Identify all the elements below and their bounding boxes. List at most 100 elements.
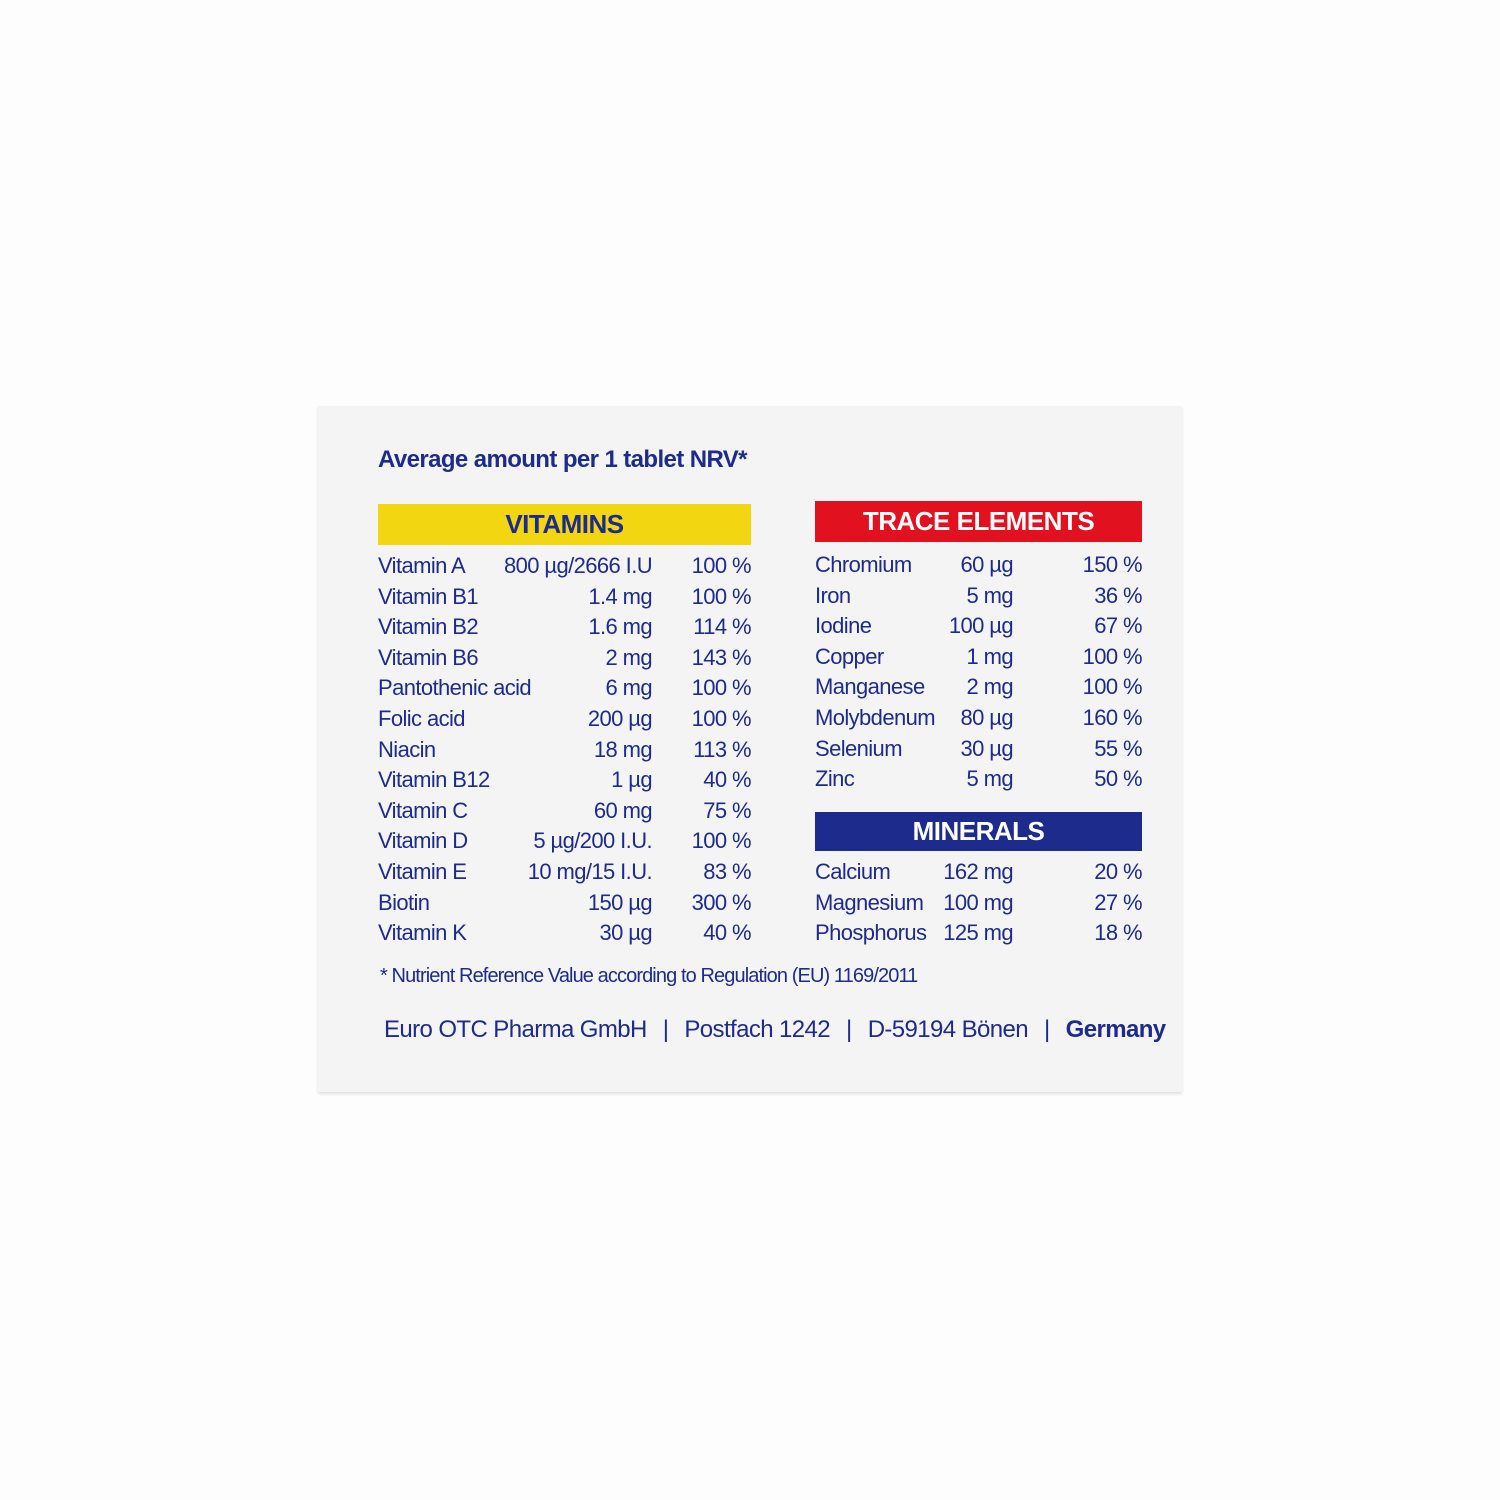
nutrient-nrv: 150 %	[1082, 552, 1143, 577]
nutrient-amount: 5 mg	[966, 582, 1013, 608]
nutrient-amount: 1 µg	[611, 767, 652, 793]
nutrient-nrv: 300 %	[691, 889, 752, 915]
nutrient-nrv: 36 %	[1094, 582, 1142, 608]
nutrient-name: Calcium	[815, 859, 891, 884]
nutrient-amount: 150 µg	[587, 889, 653, 915]
vitamins-heading: VITAMINS	[378, 504, 751, 545]
table-row: Molybdenum 80 µg 160 %	[815, 703, 1143, 734]
table-row: Vitamin K 30 µg 40 %	[378, 918, 752, 949]
table-row: Calcium 162 mg 20 %	[815, 857, 1143, 888]
nutrient-amount: 60 mg	[593, 797, 653, 823]
nutrient-name: Phosphorus	[815, 920, 927, 946]
manufacturer-address: Euro OTC Pharma GmbH | Postfach 1242 | D…	[384, 1016, 1166, 1044]
nutrient-name: Vitamin D	[378, 828, 468, 854]
nutrient-amount: 80 µg	[960, 704, 1014, 730]
nutrient-name: Vitamin B6	[378, 644, 479, 670]
nutrient-amount: 1 mg	[966, 643, 1013, 669]
nutrient-nrv: 20 %	[1094, 859, 1142, 884]
table-row: Iron 5 mg 36 %	[815, 581, 1143, 612]
company-name: Euro OTC Pharma GmbH	[384, 1016, 647, 1043]
nutrient-nrv: 27 %	[1094, 889, 1142, 915]
nutrient-nrv: 160 %	[1082, 704, 1143, 730]
nutrient-name: Manganese	[815, 674, 925, 700]
nutrient-name: Vitamin B2	[378, 614, 479, 640]
nutrient-nrv: 100 %	[691, 675, 752, 701]
nutrient-name: Copper	[815, 643, 884, 669]
table-row: Niacin 18 mg 113 %	[378, 735, 752, 766]
nutrient-name: Vitamin A	[378, 553, 466, 578]
nutrient-name: Biotin	[378, 889, 430, 915]
nutrient-nrv: 40 %	[703, 767, 751, 793]
nutrient-name: Selenium	[815, 735, 903, 761]
nutrient-name: Magnesium	[815, 889, 924, 915]
nutrient-amount: 6 mg	[605, 675, 652, 701]
table-row: Magnesium 100 mg 27 %	[815, 888, 1143, 919]
nutrient-amount: 1.6 mg	[588, 614, 652, 640]
nutrient-nrv: 100 %	[691, 828, 752, 854]
nutrient-nrv: 40 %	[703, 920, 751, 946]
footnote: * Nutrient Reference Value according to …	[380, 965, 918, 987]
postbox: Postfach 1242	[684, 1016, 831, 1043]
nutrient-nrv: 55 %	[1094, 735, 1142, 761]
nutrient-nrv: 75 %	[703, 797, 751, 823]
nutrient-amount: 60 µg	[960, 552, 1014, 577]
nutrient-nrv: 114 %	[693, 614, 751, 640]
table-row: Biotin 150 µg 300 %	[378, 888, 752, 919]
trace-elements-heading: TRACE ELEMENTS	[815, 501, 1142, 542]
nutrient-name: Zinc	[815, 766, 855, 792]
nutrient-name: Niacin	[378, 736, 436, 762]
table-row: Vitamin B2 1.6 mg 114 %	[378, 612, 752, 643]
nutrient-amount: 10 mg/15 I.U.	[527, 858, 653, 884]
separator: |	[846, 1016, 852, 1043]
nutrient-nrv: 113 %	[693, 736, 751, 762]
nutrient-nrv: 67 %	[1094, 613, 1142, 639]
nutrient-name: Vitamin B1	[378, 583, 479, 609]
nutrient-nrv: 100 %	[1082, 674, 1143, 700]
nutrient-name: Vitamin E	[378, 858, 467, 884]
vitamins-table: Vitamin A 800 µg/2666 I.U 100 % Vitamin B1 1…	[378, 551, 752, 949]
table-row: Vitamin B12 1 µg 40 %	[378, 765, 752, 796]
table-row: Phosphorus 125 mg 18 %	[815, 918, 1143, 949]
nutrient-nrv: 18 %	[1094, 920, 1142, 946]
nutrient-amount: 18 mg	[593, 736, 653, 762]
table-row: Pantothenic acid 6 mg 100 %	[378, 673, 752, 704]
city: D-59194 Bönen	[867, 1016, 1029, 1043]
nutrient-name: Chromium	[815, 552, 912, 577]
nutrient-amount: 5 mg	[966, 766, 1013, 792]
table-row: Vitamin B1 1.4 mg 100 %	[378, 582, 752, 613]
nutrient-amount: 2 mg	[605, 644, 652, 670]
table-row: Vitamin D 5 µg/200 I.U. 100 %	[378, 826, 752, 857]
nutrient-name: Iron	[815, 582, 851, 608]
nutrient-name: Folic acid	[378, 705, 466, 731]
nutrient-amount: 200 µg	[587, 705, 653, 731]
separator: |	[1044, 1016, 1050, 1043]
country: Germany	[1065, 1016, 1166, 1043]
separator: |	[662, 1016, 669, 1043]
nutrient-amount: 30 µg	[960, 735, 1014, 761]
label-title: Average amount per 1 tablet NRV*	[378, 446, 748, 473]
nutrient-amount: 125 mg	[943, 920, 1013, 946]
table-row: Vitamin A 800 µg/2666 I.U 100 %	[378, 551, 752, 582]
nutrient-nrv: 100 %	[691, 705, 752, 731]
nutrient-nrv: 50 %	[1094, 766, 1142, 792]
nutrient-name: Vitamin B12	[378, 767, 490, 793]
table-row: Manganese 2 mg 100 %	[815, 672, 1143, 703]
nutrient-amount: 100 µg	[948, 613, 1014, 639]
minerals-table: Calcium 162 mg 20 % Magnesium 100 mg 27 % Phos…	[815, 857, 1143, 949]
trace-elements-table: Chromium 60 µg 150 % Iron 5 mg 36 % Iodine 100 …	[815, 550, 1143, 795]
table-row: Iodine 100 µg 67 %	[815, 611, 1143, 642]
table-row: Folic acid 200 µg 100 %	[378, 704, 752, 735]
nutrient-amount: 1.4 mg	[588, 583, 652, 609]
nutrient-amount: 162 mg	[943, 859, 1013, 884]
table-row: Selenium 30 µg 55 %	[815, 734, 1143, 765]
table-row: Vitamin C 60 mg 75 %	[378, 796, 752, 827]
nutrient-nrv: 143 %	[691, 644, 752, 670]
nutrient-name: Iodine	[815, 613, 872, 639]
nutrient-nrv: 100 %	[691, 553, 752, 578]
nutrient-name: Vitamin C	[378, 797, 468, 823]
nutrient-amount: 2 mg	[966, 674, 1013, 700]
minerals-heading: MINERALS	[815, 812, 1142, 851]
table-row: Zinc 5 mg 50 %	[815, 764, 1143, 795]
nutrient-nrv: 100 %	[691, 583, 752, 609]
nutrient-amount: 800 µg/2666 I.U	[503, 553, 653, 578]
